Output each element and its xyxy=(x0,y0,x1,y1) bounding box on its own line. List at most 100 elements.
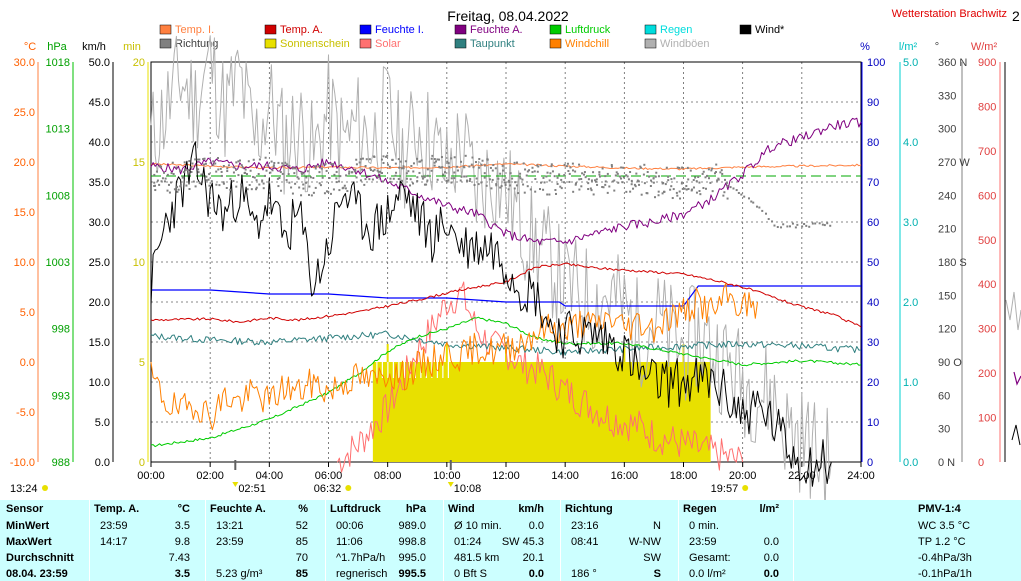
richtung-dot xyxy=(416,176,419,179)
richtung-dot xyxy=(604,175,607,178)
richtung-dot xyxy=(190,171,193,174)
richtung-dot xyxy=(188,160,191,163)
richtung-dot xyxy=(426,174,429,177)
richtung-dot xyxy=(272,165,275,168)
richtung-dot xyxy=(166,189,169,192)
table-cell-label: 0.0 l/m² xyxy=(689,568,726,580)
axis-unit-solar: W/m² xyxy=(971,41,998,53)
richtung-dot xyxy=(511,177,514,180)
richtung-dot xyxy=(536,170,539,173)
richtung-dot xyxy=(460,160,463,163)
richtung-dot xyxy=(450,177,453,180)
richtung-dot xyxy=(664,183,667,186)
sunrise-label: 06:32 xyxy=(314,483,342,495)
mini-humidity xyxy=(1013,371,1021,386)
richtung-dot xyxy=(160,180,163,183)
richtung-dot xyxy=(376,169,379,172)
richtung-dot xyxy=(602,186,605,189)
richtung-dot xyxy=(237,174,240,177)
richtung-dot xyxy=(560,178,563,181)
axis-unit-sun: min xyxy=(123,41,141,53)
richtung-dot xyxy=(161,177,164,180)
richtung-dot xyxy=(218,184,221,187)
richtung-dot xyxy=(202,158,205,161)
richtung-dot xyxy=(620,166,623,169)
richtung-dot xyxy=(389,177,392,180)
richtung-dot xyxy=(456,169,459,172)
richtung-dot xyxy=(596,183,599,186)
richtung-dot xyxy=(653,196,656,199)
richtung-dot xyxy=(525,174,528,177)
richtung-dot xyxy=(276,177,279,180)
richtung-dot xyxy=(732,187,735,190)
richtung-dot xyxy=(425,183,428,186)
legend-swatch xyxy=(549,24,562,35)
legend-swatch xyxy=(159,24,172,35)
richtung-dot xyxy=(636,179,639,182)
richtung-dot xyxy=(652,181,655,184)
tick-wind: 5.0 xyxy=(95,417,110,429)
richtung-dot xyxy=(285,163,288,166)
richtung-dot xyxy=(685,188,688,191)
richtung-dot xyxy=(426,168,429,171)
richtung-dot xyxy=(343,184,346,187)
tick-direction: 360 N xyxy=(938,57,967,69)
richtung-dot xyxy=(235,161,238,164)
richtung-dot xyxy=(503,178,506,181)
richtung-dot xyxy=(244,171,247,174)
tick-direction: 0 N xyxy=(938,457,955,469)
axis-unit-rain: l/m² xyxy=(899,41,918,53)
richtung-dot xyxy=(314,186,317,189)
richtung-dot xyxy=(350,171,353,174)
richtung-dot xyxy=(392,177,395,180)
richtung-dot xyxy=(400,167,403,170)
richtung-dot xyxy=(156,179,159,182)
richtung-dot xyxy=(369,167,372,170)
richtung-dot xyxy=(325,169,328,172)
richtung-dot xyxy=(423,183,426,186)
legend-label: Windchill xyxy=(565,38,609,50)
table-cell-value: 995.0 xyxy=(398,552,426,564)
richtung-dot xyxy=(648,175,651,178)
richtung-dot xyxy=(714,171,717,174)
richtung-dot xyxy=(255,179,258,182)
richtung-dot xyxy=(472,166,475,169)
legend-label: Windböen xyxy=(660,38,710,50)
richtung-dot xyxy=(560,187,563,190)
richtung-dot xyxy=(447,162,450,165)
richtung-dot xyxy=(433,158,436,161)
richtung-dot xyxy=(183,161,186,164)
richtung-dot xyxy=(796,223,799,226)
richtung-dot xyxy=(594,179,597,182)
richtung-dot xyxy=(423,175,426,178)
richtung-dot xyxy=(629,171,632,174)
richtung-dot xyxy=(679,197,682,200)
richtung-dot xyxy=(166,173,169,176)
richtung-dot xyxy=(240,164,243,167)
richtung-dot xyxy=(509,172,512,175)
chart-title: Freitag, 08.04.2022 xyxy=(447,8,569,24)
table-cell: -0.4hPa/3h xyxy=(918,552,972,564)
richtung-dot xyxy=(594,180,597,183)
table-cell-label: 23:59 xyxy=(216,536,244,548)
richtung-dot xyxy=(617,181,620,184)
richtung-dot xyxy=(214,162,217,165)
series-temp-a xyxy=(150,262,862,328)
richtung-dot xyxy=(365,158,368,161)
weather-chart: Freitag, 08.04.2022 Wetterstation Brachw… xyxy=(10,8,1021,500)
richtung-dot xyxy=(300,171,303,174)
legend-label: Solar xyxy=(375,38,401,50)
richtung-dot xyxy=(278,176,281,179)
richtung-dot xyxy=(638,183,641,186)
richtung-dot xyxy=(324,162,327,165)
table-header: Luftdruck xyxy=(330,503,381,515)
richtung-dot xyxy=(155,170,158,173)
richtung-dot xyxy=(665,166,668,169)
x-tick-label: 20:00 xyxy=(729,470,757,482)
richtung-dot xyxy=(543,181,546,184)
richtung-dot xyxy=(652,177,655,180)
axis-unit-wind: km/h xyxy=(82,41,106,53)
richtung-dot xyxy=(671,197,674,200)
richtung-dot xyxy=(261,179,264,182)
richtung-dot xyxy=(740,193,743,196)
